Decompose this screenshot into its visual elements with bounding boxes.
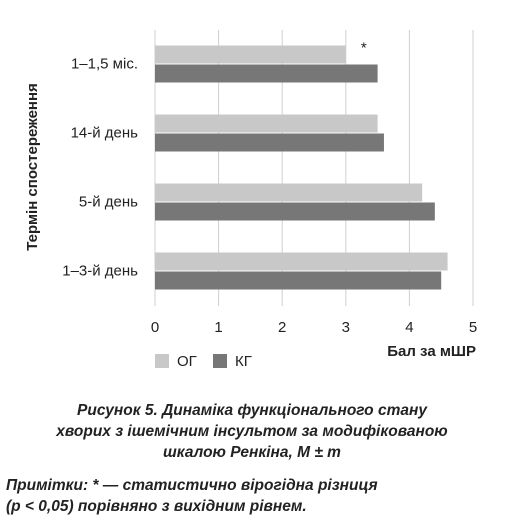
x-axis-label: Бал за мШР <box>387 343 476 360</box>
bar <box>155 64 378 83</box>
legend-swatch <box>155 354 169 368</box>
x-tick-label: 3 <box>342 319 350 336</box>
legend-label: КГ <box>235 353 252 370</box>
caption: Рисунок 5. Динаміка функціонального стан… <box>77 402 428 419</box>
bar <box>155 202 435 221</box>
note: Примітки: * — статистично вірогідна різн… <box>6 477 378 494</box>
bar <box>155 133 384 152</box>
note: (p < 0,05) порівняно з вихідним рівнем. <box>6 498 307 515</box>
x-tick-label: 4 <box>405 319 413 336</box>
bar <box>155 114 378 133</box>
bar <box>155 183 423 202</box>
y-tick-label: 1–3-й день <box>62 262 138 279</box>
caption: хворих з ішемічним інсультом за модифіко… <box>55 423 447 440</box>
annotation: * <box>361 39 367 56</box>
x-tick-label: 2 <box>278 319 286 336</box>
bar <box>155 252 448 271</box>
legend-swatch <box>213 354 227 368</box>
y-tick-label: 5-й день <box>79 193 138 210</box>
bar <box>155 45 346 64</box>
bar <box>155 271 442 290</box>
x-tick-label: 0 <box>151 319 159 336</box>
y-tick-label: 14-й день <box>71 124 139 141</box>
x-tick-label: 1 <box>214 319 222 336</box>
legend-label: ОГ <box>177 353 197 370</box>
y-tick-label: 1–1,5 міс. <box>71 55 138 72</box>
x-tick-label: 5 <box>469 319 477 336</box>
y-axis-label: Термін спостереження <box>24 83 41 251</box>
caption: шкалою Ренкіна, M ± m <box>163 444 341 461</box>
